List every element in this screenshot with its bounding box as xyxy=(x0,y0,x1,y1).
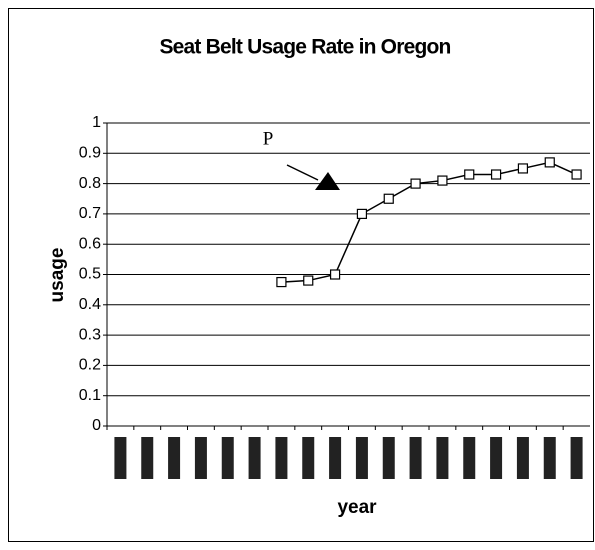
data-point xyxy=(303,275,314,286)
x-axis-label: year xyxy=(337,497,377,518)
annotation: P xyxy=(263,128,274,149)
y-tick-label: 0.4 xyxy=(79,296,101,313)
annotation-marker xyxy=(315,172,340,190)
y-tick-label: 0.8 xyxy=(79,175,101,192)
y-axis-label: usage xyxy=(47,248,68,303)
x-tick-label-glyphs xyxy=(221,437,234,479)
x-tick-label-glyphs xyxy=(543,437,556,479)
data-point xyxy=(544,157,555,168)
x-tick-label-glyphs xyxy=(329,437,342,479)
y-tick-label: 0 xyxy=(92,417,101,434)
x-tick-label-glyphs xyxy=(302,437,315,479)
data-point xyxy=(464,169,475,180)
x-tick-label-glyphs xyxy=(194,437,207,479)
data-point xyxy=(490,169,502,180)
x-tick-label-glyphs xyxy=(382,437,395,479)
x-tick-label-glyphs xyxy=(570,437,583,479)
data-point xyxy=(437,175,448,186)
data-point xyxy=(410,178,421,189)
annotation-arrow xyxy=(286,164,319,181)
x-tick-label-glyphs xyxy=(490,437,503,479)
x-tick-label-glyphs xyxy=(168,437,181,479)
data-point xyxy=(356,208,368,219)
x-tick-label-glyphs xyxy=(114,437,127,479)
y-tick-label: 0.1 xyxy=(79,387,101,404)
y-tick-label: 0.5 xyxy=(79,266,101,283)
y-tick-label: 0.9 xyxy=(79,145,101,162)
x-tick-label-glyphs xyxy=(463,437,476,479)
data-point xyxy=(329,269,341,280)
x-tick-label-glyphs xyxy=(516,437,529,479)
x-tick-label-glyphs xyxy=(248,437,261,479)
data-point xyxy=(276,276,287,288)
x-tick-label-glyphs xyxy=(355,437,368,479)
data-point xyxy=(383,193,394,204)
x-tick-label-glyphs xyxy=(141,437,154,479)
data-point xyxy=(571,169,582,180)
x-tick-label-glyphs xyxy=(409,437,422,479)
y-tick-label: 0.7 xyxy=(79,205,101,222)
y-tick-label: 0.3 xyxy=(79,326,101,343)
chart-title: Seat Belt Usage Rate in Oregon xyxy=(159,36,450,59)
data-point xyxy=(517,163,529,174)
y-tick-label: 0.6 xyxy=(79,235,101,252)
y-tick-label: 1 xyxy=(92,114,101,131)
y-tick-label: 0.2 xyxy=(79,357,101,374)
x-tick-label-glyphs xyxy=(275,437,288,479)
x-tick-label-glyphs xyxy=(436,437,449,479)
